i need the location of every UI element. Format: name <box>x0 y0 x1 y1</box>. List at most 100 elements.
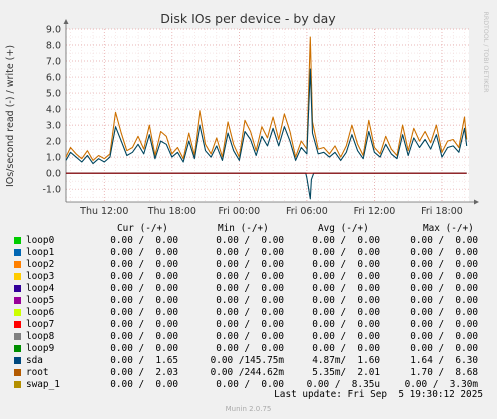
legend-max-value: 0.00 / 0.00 <box>410 331 478 342</box>
x-axis-arrow <box>474 199 479 205</box>
legend-avg-value: 0.00 / 0.00 <box>312 319 380 330</box>
legend-swatch <box>14 237 21 244</box>
legend-min-value: 0.00 / 0.00 <box>216 259 284 270</box>
legend-min-value: 0.00 / 0.00 <box>216 307 284 318</box>
legend-swatch <box>14 249 21 256</box>
legend-avg-value: 0.00 / 0.00 <box>312 331 380 342</box>
legend-max-value: 1.64 / 6.30 <box>410 355 478 366</box>
legend-row: loop4 0.00 / 0.00 0.00 / 0.00 0.00 / 0.00 0.… <box>0 283 497 295</box>
y-tick-label: -1.0 <box>42 184 61 195</box>
legend-label: loop2 <box>26 259 55 270</box>
legend-avg-value: 0.00 / 0.00 <box>312 307 380 318</box>
x-tick-label: Fri 06:00 <box>286 206 328 217</box>
legend-cur-value: 0.00 / 0.00 <box>110 283 178 294</box>
x-tick-label: Fri 00:00 <box>218 206 260 217</box>
legend-max-value: 0.00 / 0.00 <box>410 343 478 354</box>
legend-cur-value: 0.00 / 0.00 <box>110 331 178 342</box>
legend-avg-value: 0.00 / 8.35u <box>306 379 380 390</box>
x-tick-label: Fri 18:00 <box>421 206 463 217</box>
legend-swatch <box>14 357 21 364</box>
legend-min-value: 0.00 / 0.00 <box>216 331 284 342</box>
x-tick-label: Fri 12:00 <box>354 206 396 217</box>
legend-min-value: 0.00 / 0.00 <box>216 271 284 282</box>
legend-min-value: 0.00 / 0.00 <box>216 295 284 306</box>
y-tick-label: 2.0 <box>46 136 61 147</box>
y-tick-label: 6.0 <box>46 72 61 83</box>
legend-row: loop3 0.00 / 0.00 0.00 / 0.00 0.00 / 0.00 0.… <box>0 271 497 283</box>
y-axis-arrow <box>63 19 69 24</box>
series-lines <box>65 36 468 200</box>
legend-avg-value: 0.00 / 0.00 <box>312 295 380 306</box>
legend-avg-value: 4.87m/ 1.60 <box>312 355 380 366</box>
legend-header-cur: Cur (-/+) <box>117 223 168 234</box>
legend-swatch <box>14 381 21 388</box>
legend-label: loop8 <box>26 331 55 342</box>
legend-row: loop0 0.00 / 0.00 0.00 / 0.00 0.00 / 0.00 0.… <box>0 235 497 247</box>
legend-label: root <box>26 367 49 378</box>
legend-swatch <box>14 321 21 328</box>
legend-row: sda 0.00 / 1.65 0.00 /145.75m 4.87m/ 1.60 1.… <box>0 355 497 367</box>
legend-max-value: 0.00 / 0.00 <box>410 295 478 306</box>
legend-min-value: 0.00 / 0.00 <box>216 283 284 294</box>
x-tick-label: Thu 18:00 <box>147 206 196 217</box>
y-tick-label: 0.0 <box>46 168 61 179</box>
series-line-root <box>65 36 468 161</box>
legend-swatch <box>14 309 21 316</box>
legend-row: loop7 0.00 / 0.00 0.00 / 0.00 0.00 / 0.00 0.… <box>0 319 497 331</box>
legend-label: sda <box>26 355 43 366</box>
rrdtool-watermark: RRDTOOL / TOBI OETIKER <box>482 11 489 93</box>
legend-max-value: 0.00 / 0.00 <box>410 307 478 318</box>
y-tick-label: 7.0 <box>46 56 61 67</box>
chart: 9.0 8.0 7.0 6.0 5.0 4.0 3.0 2.0 1.0 0.0 -1.0 Thu 1… <box>5 11 489 217</box>
legend-swatch <box>14 369 21 376</box>
legend-max-value: 0.00 / 0.00 <box>410 247 478 258</box>
legend-label: loop3 <box>26 271 55 282</box>
legend-max-value: 0.00 / 0.00 <box>410 319 478 330</box>
legend-avg-value: 0.00 / 0.00 <box>312 343 380 354</box>
legend-avg-value: 0.00 / 0.00 <box>312 247 380 258</box>
legend-cur-value: 0.00 / 0.00 <box>110 307 178 318</box>
legend-header-max: Max (-/+) <box>423 223 474 234</box>
last-update: Last update: Fri Sep 5 19:30:12 2025 <box>274 389 483 400</box>
legend-min-value: 0.00 /145.75m <box>210 355 284 366</box>
x-axis-ticks: Thu 12:00 Thu 18:00 Fri 00:00 Fri 06:00 Fri … <box>79 206 463 217</box>
y-tick-label: 4.0 <box>46 104 61 115</box>
legend-swatch <box>14 333 21 340</box>
legend-label: loop6 <box>26 307 55 318</box>
legend-label: loop0 <box>26 235 55 246</box>
y-tick-label: 5.0 <box>46 88 61 99</box>
legend-label: loop5 <box>26 295 55 306</box>
legend-min-value: 0.00 / 0.00 <box>216 379 284 390</box>
legend-row: root 0.00 / 2.03 0.00 /244.62m 5.35m/ 2.01 1… <box>0 367 497 379</box>
legend-cur-value: 0.00 / 0.00 <box>110 319 178 330</box>
legend-avg-value: 0.00 / 0.00 <box>312 259 380 270</box>
legend-max-value: 0.00 / 0.00 <box>410 271 478 282</box>
legend-label: loop4 <box>26 283 55 294</box>
legend-swatch <box>14 297 21 304</box>
legend-row: loop8 0.00 / 0.00 0.00 / 0.00 0.00 / 0.00 0.… <box>0 331 497 343</box>
y-axis-label: IOs/second read (-) / write (+) <box>5 45 16 187</box>
legend-swatch <box>14 285 21 292</box>
legend-min-value: 0.00 / 0.00 <box>216 235 284 246</box>
x-tick-label: Thu 12:00 <box>79 206 128 217</box>
y-axis-ticks: 9.0 8.0 7.0 6.0 5.0 4.0 3.0 2.0 1.0 0.0 -1.0 <box>42 24 61 195</box>
legend-label: loop9 <box>26 343 55 354</box>
legend-row: swap_1 0.00 / 0.00 0.00 / 0.00 0.00 / 8.35u… <box>0 379 497 391</box>
legend-max-value: 0.00 / 0.00 <box>410 235 478 246</box>
legend-cur-value: 0.00 / 0.00 <box>110 343 178 354</box>
legend-header-min: Min (-/+) <box>218 223 269 234</box>
chart-title: Disk IOs per device - by day <box>160 11 336 26</box>
munin-version: Munin 2.0.75 <box>225 405 272 413</box>
legend-avg-value: 0.00 / 0.00 <box>312 283 380 294</box>
legend-max-value: 0.00 / 3.30m <box>404 379 478 390</box>
legend-cur-value: 0.00 / 0.00 <box>110 271 178 282</box>
legend-swatch <box>14 345 21 352</box>
legend-label: loop1 <box>26 247 55 258</box>
legend-avg-value: 5.35m/ 2.01 <box>312 367 380 378</box>
legend-cur-value: 0.00 / 0.00 <box>110 247 178 258</box>
legend-row: loop1 0.00 / 0.00 0.00 / 0.00 0.00 / 0.00 0.… <box>0 247 497 259</box>
y-tick-label: 3.0 <box>46 120 61 131</box>
legend-min-value: 0.00 / 0.00 <box>216 319 284 330</box>
legend-max-value: 0.00 / 0.00 <box>410 283 478 294</box>
legend-avg-value: 0.00 / 0.00 <box>312 271 380 282</box>
